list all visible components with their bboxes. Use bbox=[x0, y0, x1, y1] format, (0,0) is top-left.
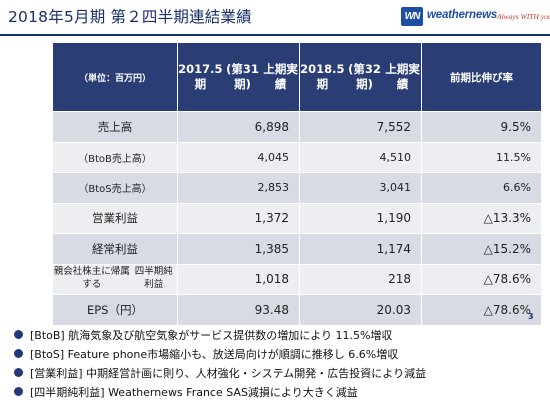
weathernews-logo: WN weathernews Always WITH you! bbox=[401, 6, 550, 28]
value-fy2017: 4,045 bbox=[177, 142, 299, 172]
value-fy2018: 218 bbox=[299, 264, 421, 294]
bullet-text: [営業利益] 中期経営計画に則り、人材強化・システム開発・広告投資により減益 bbox=[30, 366, 427, 380]
table-row-btob-sales: （BtoB売上高） 4,045 4,510 11.5% bbox=[53, 141, 541, 172]
value-yoy: 9.5% bbox=[421, 112, 541, 142]
column-header-line: 上期実績 bbox=[385, 62, 420, 91]
value-yoy: 6.6% bbox=[421, 173, 541, 203]
value-fy2017: 6,898 bbox=[177, 112, 299, 142]
column-header-yoy: 前期比伸び率 bbox=[421, 43, 541, 111]
value-fy2018: 1,174 bbox=[299, 234, 421, 264]
header-divider bbox=[0, 34, 550, 36]
table-row-sales: 売上高 6,898 7,552 9.5% bbox=[53, 111, 541, 142]
value-fy2017: 1,018 bbox=[177, 264, 299, 294]
value-fy2017: 2,853 bbox=[177, 173, 299, 203]
table-row-operating-income: 営業利益 1,372 1,190 △13.3% bbox=[53, 202, 541, 233]
column-header-line: (第31期) bbox=[226, 62, 259, 91]
slide-header: 2018年5月期 第２四半期連結業績 WN weathernews Always… bbox=[0, 0, 550, 34]
bullet-dot-icon bbox=[14, 330, 23, 339]
bullet-item: [BtoB] 航海気象及び航空気象がサービス提供数の増加により 11.5%増収 bbox=[14, 325, 544, 344]
bullet-dot-icon bbox=[14, 368, 23, 377]
row-label: （BtoB売上高） bbox=[53, 142, 177, 172]
column-header-line: 上期実績 bbox=[263, 62, 298, 91]
bullet-list: [BtoB] 航海気象及び航空気象がサービス提供数の増加により 11.5%増収 … bbox=[14, 325, 544, 401]
row-label-line: 親会社株主に帰属する bbox=[53, 266, 130, 291]
results-table: （単位：百万円） 2017.5期 (第31期) 上期実績 2018.5期 (第3… bbox=[53, 43, 541, 325]
row-label: EPS（円） bbox=[53, 295, 177, 325]
table-row-eps: EPS（円） 93.48 20.03 △78.6% bbox=[53, 294, 541, 325]
bullet-text: [BtoB] 航海気象及び航空気象がサービス提供数の増加により 11.5%増収 bbox=[30, 328, 393, 342]
column-header-line: 2017.5期 bbox=[178, 62, 223, 91]
row-label: 親会社株主に帰属する 四半期純利益 bbox=[53, 264, 177, 294]
row-label: （BtoS売上高） bbox=[53, 173, 177, 203]
bullet-text: [BtoS] Feature phone市場縮小も、放送局向けが順調に推移し 6… bbox=[30, 347, 399, 361]
row-label: 経常利益 bbox=[53, 234, 177, 264]
table-row-net-income: 親会社株主に帰属する 四半期純利益 1,018 218 △78.6% bbox=[53, 263, 541, 294]
logo-tagline: Always WITH you! bbox=[497, 12, 550, 21]
value-yoy: △13.3% bbox=[421, 203, 541, 233]
value-fy2018: 4,510 bbox=[299, 142, 421, 172]
table-header-row: （単位：百万円） 2017.5期 (第31期) 上期実績 2018.5期 (第3… bbox=[53, 43, 541, 111]
page-number: 3 bbox=[528, 312, 534, 321]
value-fy2018: 20.03 bbox=[299, 295, 421, 325]
column-header-line: 2018.5期 bbox=[300, 62, 345, 91]
value-fy2018: 1,190 bbox=[299, 203, 421, 233]
value-fy2017: 1,385 bbox=[177, 234, 299, 264]
logo-name: weathernews bbox=[427, 9, 498, 21]
unit-header: （単位：百万円） bbox=[53, 43, 177, 111]
bullet-dot-icon bbox=[14, 349, 23, 358]
value-yoy: 11.5% bbox=[421, 142, 541, 172]
bullet-item: [四半期純利益] Weathernews France SAS減損により大きく減… bbox=[14, 382, 544, 401]
row-label: 営業利益 bbox=[53, 203, 177, 233]
table-row-btos-sales: （BtoS売上高） 2,853 3,041 6.6% bbox=[53, 172, 541, 203]
value-yoy: △78.6% bbox=[421, 295, 541, 325]
value-fy2017: 93.48 bbox=[177, 295, 299, 325]
bullet-dot-icon bbox=[14, 387, 23, 396]
bullet-item: [営業利益] 中期経営計画に則り、人材強化・システム開発・広告投資により減益 bbox=[14, 363, 544, 382]
value-fy2017: 1,372 bbox=[177, 203, 299, 233]
row-label-line: 四半期純利益 bbox=[134, 266, 173, 291]
bullet-item: [BtoS] Feature phone市場縮小も、放送局向けが順調に推移し 6… bbox=[14, 344, 544, 363]
value-fy2018: 7,552 bbox=[299, 112, 421, 142]
value-fy2018: 3,041 bbox=[299, 173, 421, 203]
table-row-ordinary-income: 経常利益 1,385 1,174 △15.2% bbox=[53, 233, 541, 264]
bullet-text: [四半期純利益] Weathernews France SAS減損により大きく減… bbox=[30, 385, 358, 399]
slide-title: 2018年5月期 第２四半期連結業績 bbox=[8, 8, 252, 26]
row-label: 売上高 bbox=[53, 112, 177, 142]
column-header-fy2018: 2018.5期 (第32期) 上期実績 bbox=[299, 43, 421, 111]
column-header-line: (第32期) bbox=[348, 62, 381, 91]
value-yoy: △78.6% bbox=[421, 264, 541, 294]
value-yoy: △15.2% bbox=[421, 234, 541, 264]
column-header-fy2017: 2017.5期 (第31期) 上期実績 bbox=[177, 43, 299, 111]
logo-mark-icon: WN bbox=[401, 7, 423, 26]
